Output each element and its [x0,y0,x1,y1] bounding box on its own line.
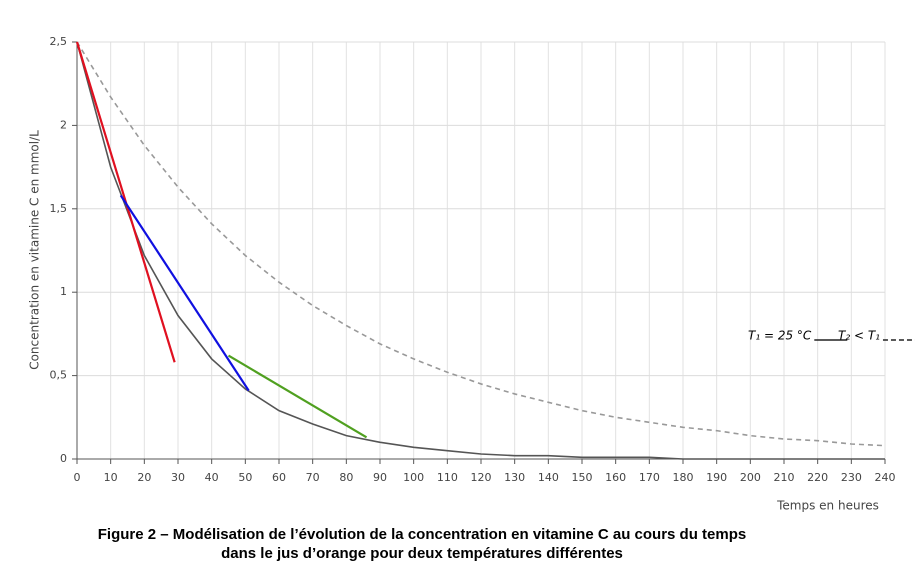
x-tick-label: 220 [807,471,828,484]
x-tick-label: 140 [538,471,559,484]
y-tick-label: 2,5 [50,35,68,48]
x-tick-label: 190 [706,471,727,484]
x-tick-label: 130 [504,471,525,484]
y-tick-label: 0,5 [50,369,68,382]
legend-label: T₁ = 25 °C [748,329,812,343]
x-axis-label: Temps en heures [776,499,879,513]
caption-line: dans le jus d’orange pour deux températu… [221,545,623,562]
y-tick-label: 2 [60,118,67,131]
x-tick-label: 10 [104,471,118,484]
x-tick-label: 80 [339,471,353,484]
legend-label: T₂ < T₁ [838,329,880,343]
caption-line: Figure 2 – Modélisation de l’évolution d… [98,526,746,543]
x-tick-label: 60 [272,471,286,484]
x-tick-label: 40 [205,471,219,484]
y-axis-label: Concentration en vitamine C en mmol/L [28,130,42,370]
x-tick-label: 120 [471,471,492,484]
x-tick-label: 70 [306,471,320,484]
x-tick-label: 100 [403,471,424,484]
x-tick-label: 20 [137,471,151,484]
x-tick-label: 160 [605,471,626,484]
x-tick-label: 210 [774,471,795,484]
x-tick-label: 180 [673,471,694,484]
y-tick-label: 0 [60,452,67,465]
tangent-line [119,194,250,392]
x-tick-label: 0 [74,471,81,484]
x-tick-label: 200 [740,471,761,484]
x-tick-label: 110 [437,471,458,484]
line-series [76,41,885,460]
x-tick-label: 170 [639,471,660,484]
x-tick-label: 90 [373,471,387,484]
x-tick-label: 240 [875,471,896,484]
x-tick-label: 150 [572,471,593,484]
line-series [76,41,886,447]
x-tick-label: 30 [171,471,185,484]
x-tick-label: 50 [238,471,252,484]
y-tick-label: 1 [60,285,67,298]
x-tick-label: 230 [841,471,862,484]
tangent-line [227,354,368,439]
y-tick-label: 1,5 [50,202,68,215]
